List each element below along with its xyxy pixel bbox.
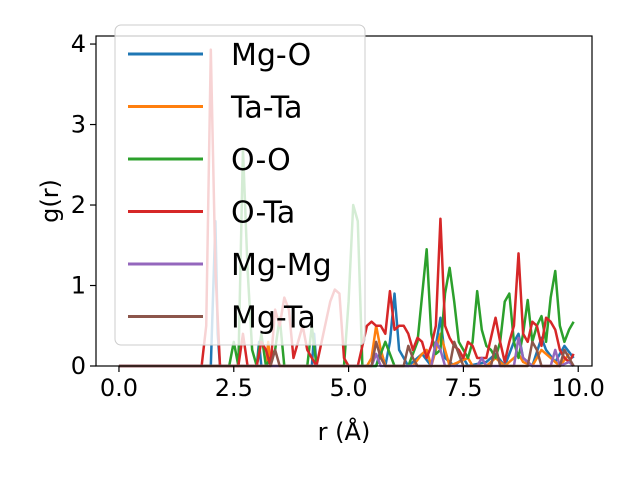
series-line-mg-ta bbox=[118, 340, 575, 368]
legend-label-o-ta: O-Ta bbox=[231, 196, 295, 231]
y-tick-label: 3 bbox=[71, 111, 86, 139]
x-tick-label: 0.0 bbox=[100, 374, 138, 402]
y-tick-label: 4 bbox=[71, 30, 86, 58]
y-tick-label: 0 bbox=[71, 352, 86, 380]
legend-label-mg-o: Mg-O bbox=[231, 38, 311, 73]
x-tick-label: 2.5 bbox=[215, 374, 253, 402]
series-line-o-ta bbox=[118, 48, 575, 368]
x-tick-label: 5.0 bbox=[330, 374, 368, 402]
x-axis-label: r (Å) bbox=[318, 417, 371, 446]
x-tick-label: 10.0 bbox=[552, 374, 605, 402]
x-tick-label: 7.5 bbox=[444, 374, 482, 402]
y-tick-label: 2 bbox=[71, 191, 86, 219]
legend-label-o-o: O-O bbox=[231, 143, 291, 178]
x-axis: 0.0 2.5 5.0 7.5 10.0 bbox=[100, 366, 605, 402]
legend-label-mg-ta: Mg-Ta bbox=[231, 301, 316, 336]
y-tick-label: 1 bbox=[71, 272, 86, 300]
legend-label-mg-mg: Mg-Mg bbox=[231, 248, 332, 283]
legend-label-ta-ta: Ta-Ta bbox=[230, 91, 303, 126]
y-axis-label: g(r) bbox=[36, 179, 64, 223]
y-axis: 0 1 2 3 4 bbox=[71, 30, 96, 380]
legend-box bbox=[114, 24, 366, 346]
legend: Mg-O Ta-Ta O-O O-Ta Mg-Mg Mg-Ta bbox=[114, 24, 366, 346]
